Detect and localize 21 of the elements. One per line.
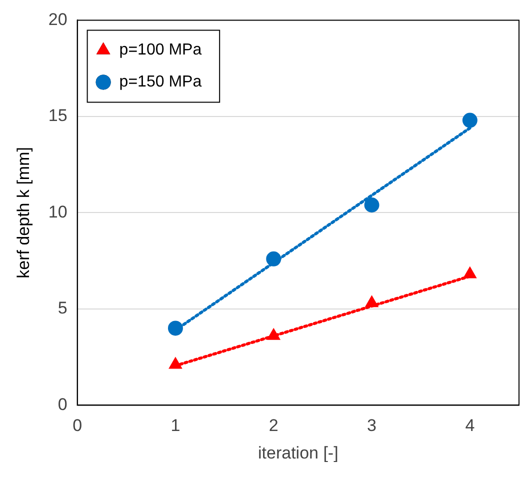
x-tick-label: 2 bbox=[268, 416, 278, 436]
legend-label: p=100 MPa bbox=[119, 42, 202, 59]
x-tick-label: 0 bbox=[72, 416, 82, 436]
x-tick-label: 4 bbox=[465, 416, 475, 436]
y-tick-label: 15 bbox=[48, 106, 68, 126]
x-tick-label: 3 bbox=[367, 416, 377, 436]
point bbox=[168, 357, 182, 369]
x-axis-title: iteration [-] bbox=[258, 443, 338, 462]
point bbox=[365, 296, 378, 308]
point bbox=[266, 251, 282, 266]
x-tick-label: 1 bbox=[170, 416, 180, 436]
legend-label: p=150 MPa bbox=[119, 74, 202, 91]
point bbox=[463, 266, 476, 278]
point bbox=[462, 112, 478, 128]
y-tick-label: 0 bbox=[58, 394, 68, 414]
point bbox=[267, 328, 280, 340]
y-tick-label: 5 bbox=[58, 298, 68, 318]
y-axis-title: kerf depth k [mm] bbox=[14, 147, 33, 278]
y-tick-label: 10 bbox=[48, 202, 68, 222]
y-tick-label: 20 bbox=[48, 10, 68, 29]
point bbox=[364, 198, 380, 212]
